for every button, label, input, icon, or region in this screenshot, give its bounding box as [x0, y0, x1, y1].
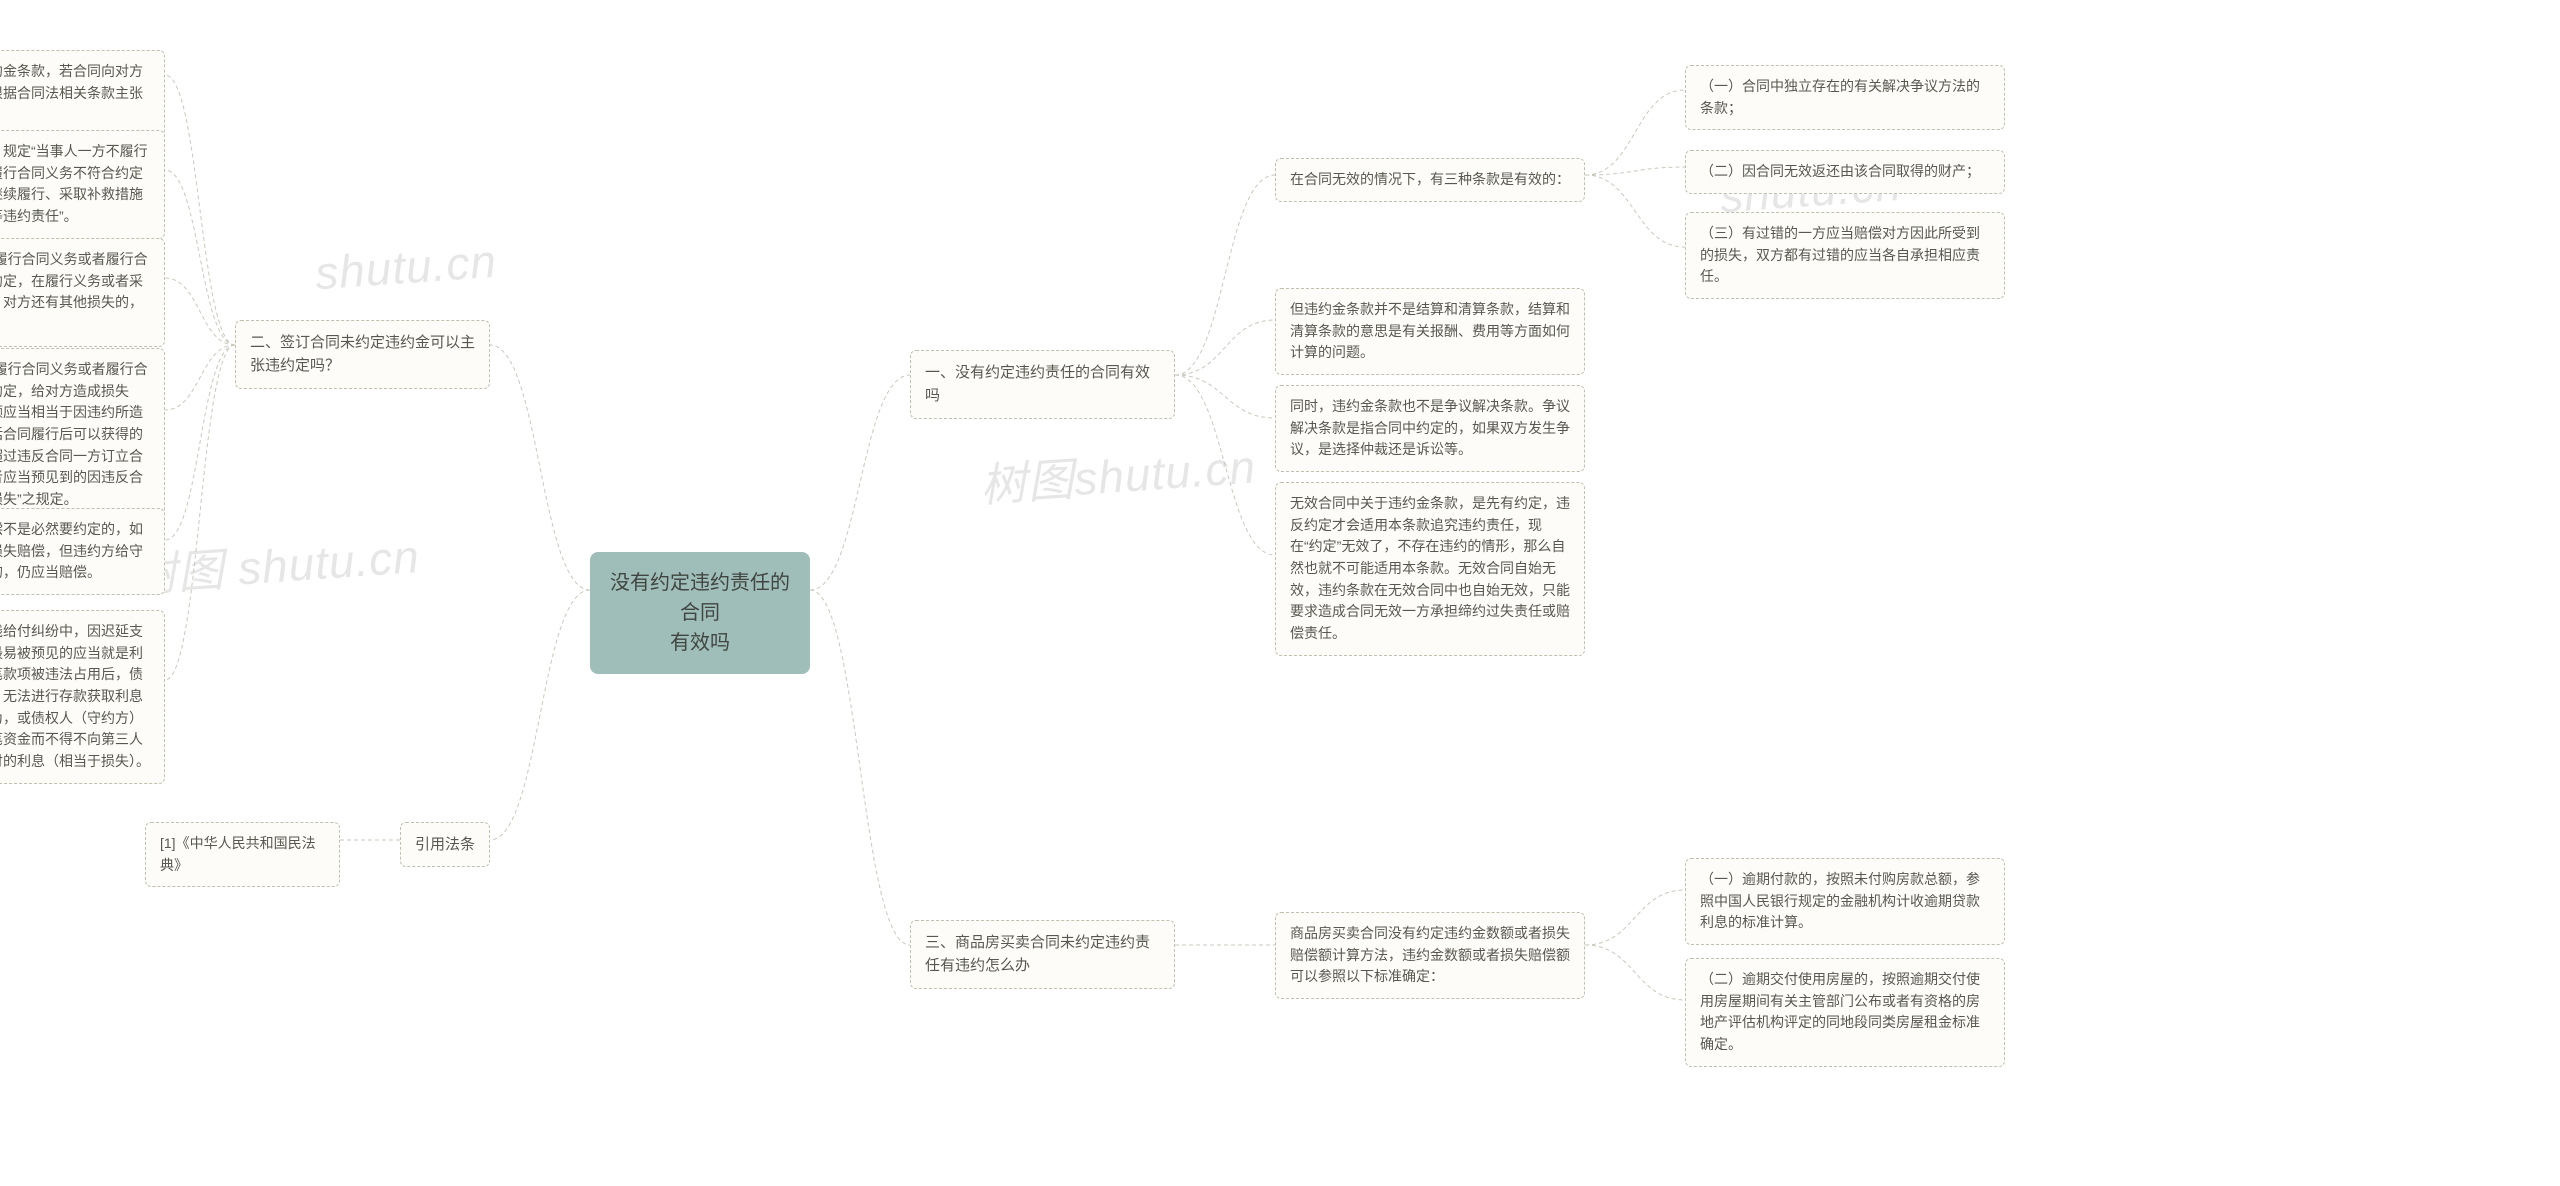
branch-2-child-4: “当事人一方不履行合同义务或者履行合同义务不符合约定，给对方造成损失的，损失赔偿…: [0, 348, 165, 522]
branch-2-child-3: “当事人一方不履行合同义务或者履行合同义务不符合约定，在履行义务或者采取补救措施…: [0, 238, 165, 347]
watermark: 树图 shutu.cn: [128, 520, 422, 606]
root-node: 没有约定违约责任的合同 有效吗: [590, 552, 810, 674]
branch-1-child-2: 但违约金条款并不是结算和清算条款，结算和清算条款的意思是有关报酬、费用等方面如何…: [1275, 288, 1585, 375]
branch-3-child-1-leaf-2: （二）逾期交付使用房屋的，按照逾期交付使用房屋期间有关主管部门公布或者有资格的房…: [1685, 958, 2005, 1067]
branch-2-child-5: 可见，损失赔偿不是必然要约定的，如合同中未约定损失赔偿，但违约方给守约方造成损失…: [0, 508, 165, 595]
watermark: 树图shutu.cn: [978, 430, 1258, 515]
branch-2-child-6: 比如，对于金钱给付纠纷中，因迟延支付，最直接也最易被预见的应当就是利息损失，即该…: [0, 610, 165, 784]
branch-3-child-1-leaf-1: （一）逾期付款的，按照未付购房款总额，参照中国人民银行规定的金融机构计收逾期贷款…: [1685, 858, 2005, 945]
branch-1-child-1-leaf-2: （二）因合同无效返还由该合同取得的财产；: [1685, 150, 2005, 194]
branch-1-child-1: 在合同无效的情况下，有三种条款是有效的：: [1275, 158, 1585, 202]
root-title-line1: 没有约定违约责任的合同: [610, 568, 790, 628]
branch-3: 三、商品房买卖合同未约定违约责任有违约怎么办: [910, 920, 1175, 989]
branch-1-child-1-leaf-3: （三）有过错的一方应当赔偿对方因此所受到的损失，双方都有过错的应当各自承担相应责…: [1685, 212, 2005, 299]
branch-1-child-1-leaf-1: （一）合同中独立存在的有关解决争议方法的条款；: [1685, 65, 2005, 130]
branch-ref-child-1: [1]《中华人民共和国民法典》: [145, 822, 340, 887]
watermark: shutu.cn: [313, 234, 498, 301]
branch-1-child-4: 无效合同中关于违约金条款，是先有约定，违反约定才会适用本条款追究违约责任，现在“…: [1275, 482, 1585, 656]
branch-3-child-1: 商品房买卖合同没有约定违约金数额或者损失赔偿额计算方法，违约金数额或者损失赔偿额…: [1275, 912, 1585, 999]
root-title-line2: 有效吗: [610, 628, 790, 658]
branch-1-child-3: 同时，违约金条款也不是争议解决条款。争议解决条款是指合同中约定的，如果双方发生争…: [1275, 385, 1585, 472]
branch-2-child-1: 合同未约定违约金条款，若合同向对方违约，也可以根据合同法相关条款主张违约金。: [0, 50, 165, 137]
branch-2-child-2: 根据《民法典》规定“当事人一方不履行合同义务或者履行合同义务不符合约定的，应当承…: [0, 130, 165, 239]
branch-1: 一、没有约定违约责任的合同有效吗: [910, 350, 1175, 419]
branch-ref: 引用法条: [400, 822, 490, 867]
branch-2: 二、签订合同未约定违约金可以主张违约定吗？: [235, 320, 490, 389]
